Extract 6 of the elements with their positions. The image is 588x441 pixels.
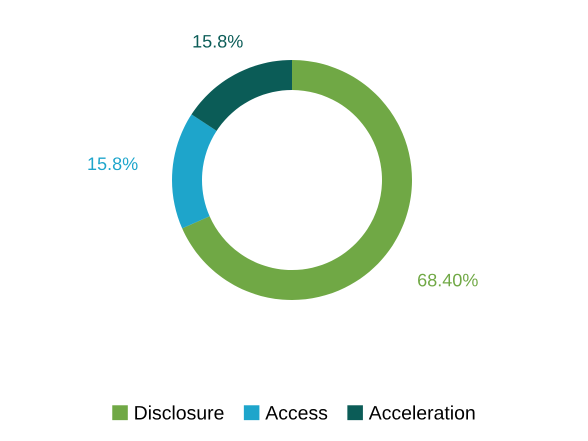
legend-label: Acceleration: [368, 405, 474, 420]
data-label: 15.8%: [88, 157, 138, 170]
data-label: 15.8%: [193, 34, 243, 48]
data-label: 68.40%: [418, 274, 478, 286]
legend-label: Disclosure: [135, 405, 224, 420]
legend-label: Access: [265, 406, 328, 420]
